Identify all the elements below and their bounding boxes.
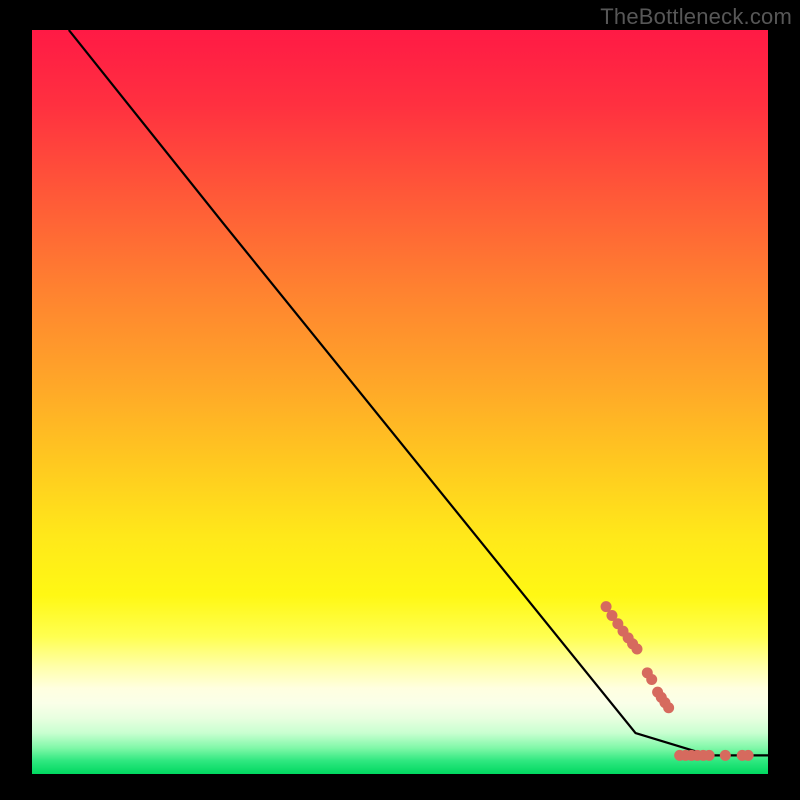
frame-left — [0, 0, 32, 800]
data-marker — [720, 750, 731, 761]
chart-overlay-svg — [32, 30, 768, 774]
frame-bottom — [0, 774, 800, 800]
data-marker — [646, 674, 657, 685]
data-marker — [743, 750, 754, 761]
chart-plot-area — [32, 30, 768, 774]
curve-line — [69, 30, 768, 755]
data-marker — [663, 702, 674, 713]
frame-right — [768, 0, 800, 800]
watermark-text: TheBottleneck.com — [600, 4, 792, 30]
data-marker — [704, 750, 715, 761]
data-marker — [631, 644, 642, 655]
